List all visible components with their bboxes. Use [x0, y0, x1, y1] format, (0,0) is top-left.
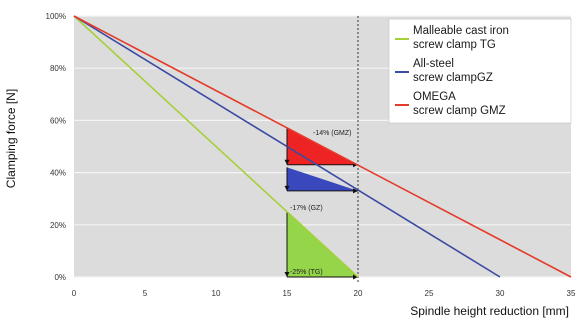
- y-tick-label: 100%: [46, 12, 66, 21]
- tick-labels: 0% 20% 40% 60% 80% 100% 0 5 10 15 20 25 30 35: [46, 12, 576, 298]
- annotation-arrowhead: [284, 185, 290, 191]
- legend-label: OMEGA screw clamp GMZ: [413, 91, 506, 117]
- series-line: [73, 15, 359, 278]
- annotation-triangle: [287, 167, 358, 191]
- annotation-arrowhead: [284, 272, 290, 277]
- annotation-label: -17% (GZ): [290, 205, 323, 212]
- series-line: [73, 15, 572, 278]
- legend-label: All-steel screw clampGZ: [413, 58, 493, 84]
- y-axis-title: Clamping force [N]: [4, 89, 18, 188]
- y-tick-label: 80%: [50, 64, 66, 73]
- x-tick-label: 35: [567, 289, 576, 298]
- annotation-label: -25% (TG): [290, 269, 323, 276]
- x-tick-label: 0: [72, 289, 77, 298]
- legend-box: [388, 18, 572, 124]
- annotation-label: -14% (GMZ): [313, 130, 352, 137]
- x-tick-label: 20: [354, 289, 363, 298]
- x-axis-title: Spindle height reduction [mm]: [410, 304, 569, 318]
- y-tick-label: 0%: [54, 273, 66, 282]
- y-tick-label: 60%: [50, 116, 66, 125]
- y-tick-label: 40%: [50, 169, 66, 178]
- x-tick-label: 15: [283, 289, 292, 298]
- annotation-arrowhead: [353, 274, 358, 280]
- legend: Malleable cast iron screw clamp TG All-ste…: [388, 18, 572, 124]
- annotation-arrowhead: [353, 188, 358, 194]
- y-tick-label: 20%: [50, 221, 66, 230]
- legend-label: Malleable cast iron screw clamp TG: [413, 25, 509, 51]
- gridlines: [74, 15, 571, 283]
- series-lines: [73, 15, 572, 278]
- annotation-arrowhead: [284, 159, 290, 165]
- series-line: [73, 15, 501, 278]
- x-tick-label: 25: [425, 289, 434, 298]
- x-tick-label: 30: [496, 289, 505, 298]
- x-tick-label: 10: [212, 289, 221, 298]
- x-tick-label: 5: [143, 289, 148, 298]
